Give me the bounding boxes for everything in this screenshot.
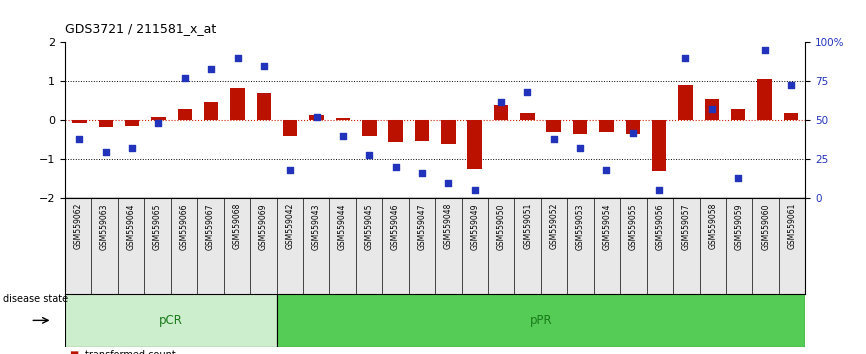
Bar bbox=[520, 113, 534, 120]
Bar bbox=[731, 109, 746, 120]
Point bbox=[494, 99, 508, 104]
Bar bbox=[362, 120, 377, 136]
Bar bbox=[468, 120, 482, 169]
Point bbox=[283, 167, 297, 173]
Point bbox=[336, 133, 350, 139]
Text: GSM559054: GSM559054 bbox=[603, 203, 611, 250]
Bar bbox=[494, 105, 508, 120]
Text: pPR: pPR bbox=[530, 314, 553, 327]
Point bbox=[362, 152, 376, 158]
Text: GSM559051: GSM559051 bbox=[523, 203, 533, 250]
Text: GSM559062: GSM559062 bbox=[74, 203, 82, 250]
Text: GSM559048: GSM559048 bbox=[444, 203, 453, 250]
Point bbox=[546, 136, 560, 142]
Point bbox=[152, 121, 165, 126]
Bar bbox=[336, 118, 350, 120]
Bar bbox=[546, 120, 561, 132]
Bar bbox=[441, 120, 456, 144]
Bar bbox=[65, 294, 276, 347]
Point bbox=[230, 55, 244, 61]
Text: GSM559065: GSM559065 bbox=[153, 203, 162, 250]
Bar bbox=[72, 120, 87, 123]
Point bbox=[573, 145, 587, 151]
Text: GSM559055: GSM559055 bbox=[629, 203, 638, 250]
Point bbox=[204, 66, 218, 72]
Bar bbox=[625, 120, 640, 134]
Bar bbox=[415, 120, 430, 141]
Bar bbox=[572, 120, 587, 134]
Bar bbox=[652, 120, 666, 171]
Point bbox=[257, 63, 271, 69]
Point bbox=[442, 180, 456, 185]
Point bbox=[758, 47, 772, 53]
Point bbox=[784, 82, 798, 87]
Bar bbox=[283, 120, 298, 136]
Text: GSM559067: GSM559067 bbox=[206, 203, 215, 250]
Text: GDS3721 / 211581_x_at: GDS3721 / 211581_x_at bbox=[65, 22, 216, 35]
Text: pCR: pCR bbox=[158, 314, 183, 327]
Text: GSM559057: GSM559057 bbox=[682, 203, 691, 250]
Text: GSM559049: GSM559049 bbox=[470, 203, 479, 250]
Bar bbox=[256, 93, 271, 120]
Point bbox=[99, 149, 113, 154]
Bar bbox=[705, 99, 719, 120]
Bar bbox=[276, 294, 805, 347]
Text: GSM559046: GSM559046 bbox=[391, 203, 400, 250]
Text: GSM559064: GSM559064 bbox=[126, 203, 136, 250]
Point bbox=[310, 114, 324, 120]
Text: GSM559050: GSM559050 bbox=[497, 203, 506, 250]
Bar bbox=[204, 102, 218, 120]
Text: GSM559061: GSM559061 bbox=[788, 203, 797, 250]
Bar bbox=[599, 120, 614, 132]
Text: GSM559060: GSM559060 bbox=[761, 203, 770, 250]
Text: GSM559068: GSM559068 bbox=[232, 203, 242, 250]
Text: GSM559069: GSM559069 bbox=[259, 203, 268, 250]
Bar bbox=[125, 120, 139, 126]
Bar bbox=[99, 120, 113, 127]
Text: GSM559056: GSM559056 bbox=[656, 203, 664, 250]
Text: GSM559043: GSM559043 bbox=[312, 203, 320, 250]
Bar bbox=[678, 85, 693, 120]
Text: GSM559063: GSM559063 bbox=[100, 203, 109, 250]
Bar bbox=[388, 120, 403, 142]
Text: GSM559053: GSM559053 bbox=[576, 203, 585, 250]
Text: GSM559042: GSM559042 bbox=[285, 203, 294, 250]
Bar bbox=[784, 113, 798, 120]
Point bbox=[731, 175, 745, 181]
Bar bbox=[309, 115, 324, 120]
Text: disease state: disease state bbox=[3, 294, 68, 304]
Point bbox=[705, 107, 719, 112]
Bar bbox=[757, 80, 772, 120]
Point bbox=[626, 130, 640, 136]
Text: ■: ■ bbox=[69, 350, 79, 354]
Bar bbox=[152, 117, 165, 120]
Point bbox=[415, 171, 429, 176]
Bar bbox=[178, 109, 192, 120]
Text: GSM559044: GSM559044 bbox=[338, 203, 347, 250]
Point bbox=[520, 90, 534, 95]
Text: GSM559047: GSM559047 bbox=[417, 203, 426, 250]
Text: GSM559066: GSM559066 bbox=[179, 203, 189, 250]
Text: GSM559059: GSM559059 bbox=[734, 203, 744, 250]
Point bbox=[679, 55, 693, 61]
Text: GSM559058: GSM559058 bbox=[708, 203, 717, 250]
Text: transformed count: transformed count bbox=[85, 350, 176, 354]
Point bbox=[389, 164, 403, 170]
Bar bbox=[230, 88, 245, 120]
Text: GSM559052: GSM559052 bbox=[550, 203, 559, 250]
Point bbox=[599, 167, 613, 173]
Point bbox=[652, 188, 666, 193]
Point bbox=[178, 75, 191, 81]
Point bbox=[468, 188, 481, 193]
Text: GSM559045: GSM559045 bbox=[365, 203, 373, 250]
Point bbox=[73, 136, 87, 142]
Point bbox=[126, 145, 139, 151]
